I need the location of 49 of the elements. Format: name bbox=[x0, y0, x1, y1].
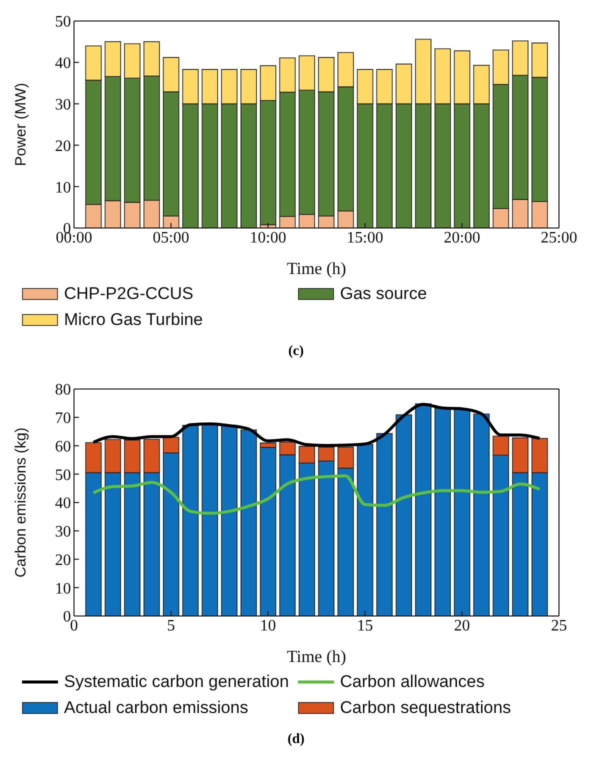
x-tick-label: 15:00 bbox=[346, 229, 384, 246]
y-tick-label: 80 bbox=[55, 382, 71, 399]
x-tick-label: 15 bbox=[357, 617, 373, 634]
line-series bbox=[92, 402, 542, 447]
bar bbox=[376, 433, 393, 616]
legend-label: Micro Gas Turbine bbox=[64, 310, 203, 330]
bar bbox=[415, 403, 432, 616]
y-tick-label: 70 bbox=[55, 410, 71, 428]
y-tick-label: 50 bbox=[55, 14, 71, 31]
bar bbox=[473, 414, 490, 616]
y-tick-label: 60 bbox=[55, 438, 71, 456]
text: (c) bbox=[287, 344, 305, 360]
x-tick-label: 25 bbox=[551, 617, 567, 634]
x-tick-label: 10 bbox=[260, 617, 276, 634]
bar bbox=[396, 414, 412, 616]
bar bbox=[356, 444, 374, 616]
bar bbox=[454, 408, 470, 616]
bar bbox=[434, 408, 451, 616]
x-tick-label: 20:00 bbox=[444, 229, 480, 246]
y-axis-title: Power (MW) bbox=[12, 82, 30, 166]
legend-label: Gas source bbox=[340, 284, 427, 304]
line-series bbox=[92, 474, 542, 515]
bar bbox=[202, 424, 218, 616]
x-tick-label: 20 bbox=[454, 617, 470, 634]
y-tick-label: 10 bbox=[55, 179, 71, 196]
y-tick-label: 20 bbox=[55, 138, 71, 155]
y-tick-label: 10 bbox=[55, 580, 71, 598]
bar bbox=[221, 424, 238, 616]
legend-label: Carbon sequestrations bbox=[340, 698, 512, 718]
x-tick-label: 05:00 bbox=[152, 229, 190, 246]
y-tick-label: 40 bbox=[55, 55, 71, 72]
bar bbox=[240, 429, 257, 616]
x-tick-label: 5 bbox=[167, 617, 175, 634]
legend-label: Carbon allowances bbox=[340, 672, 485, 692]
y-tick-label: 30 bbox=[55, 96, 71, 114]
y-tick-label: 20 bbox=[55, 552, 71, 569]
y-tick-label: 50 bbox=[55, 466, 71, 484]
x-axis-title: Time (h) bbox=[286, 259, 346, 278]
bar bbox=[182, 424, 199, 616]
legend-label: Systematic carbon generation bbox=[64, 672, 289, 692]
x-tick-label: 25:00 bbox=[540, 229, 578, 246]
y-axis-title: Carbon emissions (kg) bbox=[12, 427, 30, 578]
y-tick-label: 30 bbox=[55, 524, 71, 541]
text: (d) bbox=[286, 732, 306, 748]
y-tick-label: 40 bbox=[55, 495, 71, 512]
x-tick-label: 10:00 bbox=[250, 229, 286, 246]
x-axis-title: Time (h) bbox=[286, 647, 346, 666]
legend-label: Actual carbon emissions bbox=[64, 698, 248, 718]
legend-label: CHP-P2G-CCUS bbox=[64, 284, 194, 304]
